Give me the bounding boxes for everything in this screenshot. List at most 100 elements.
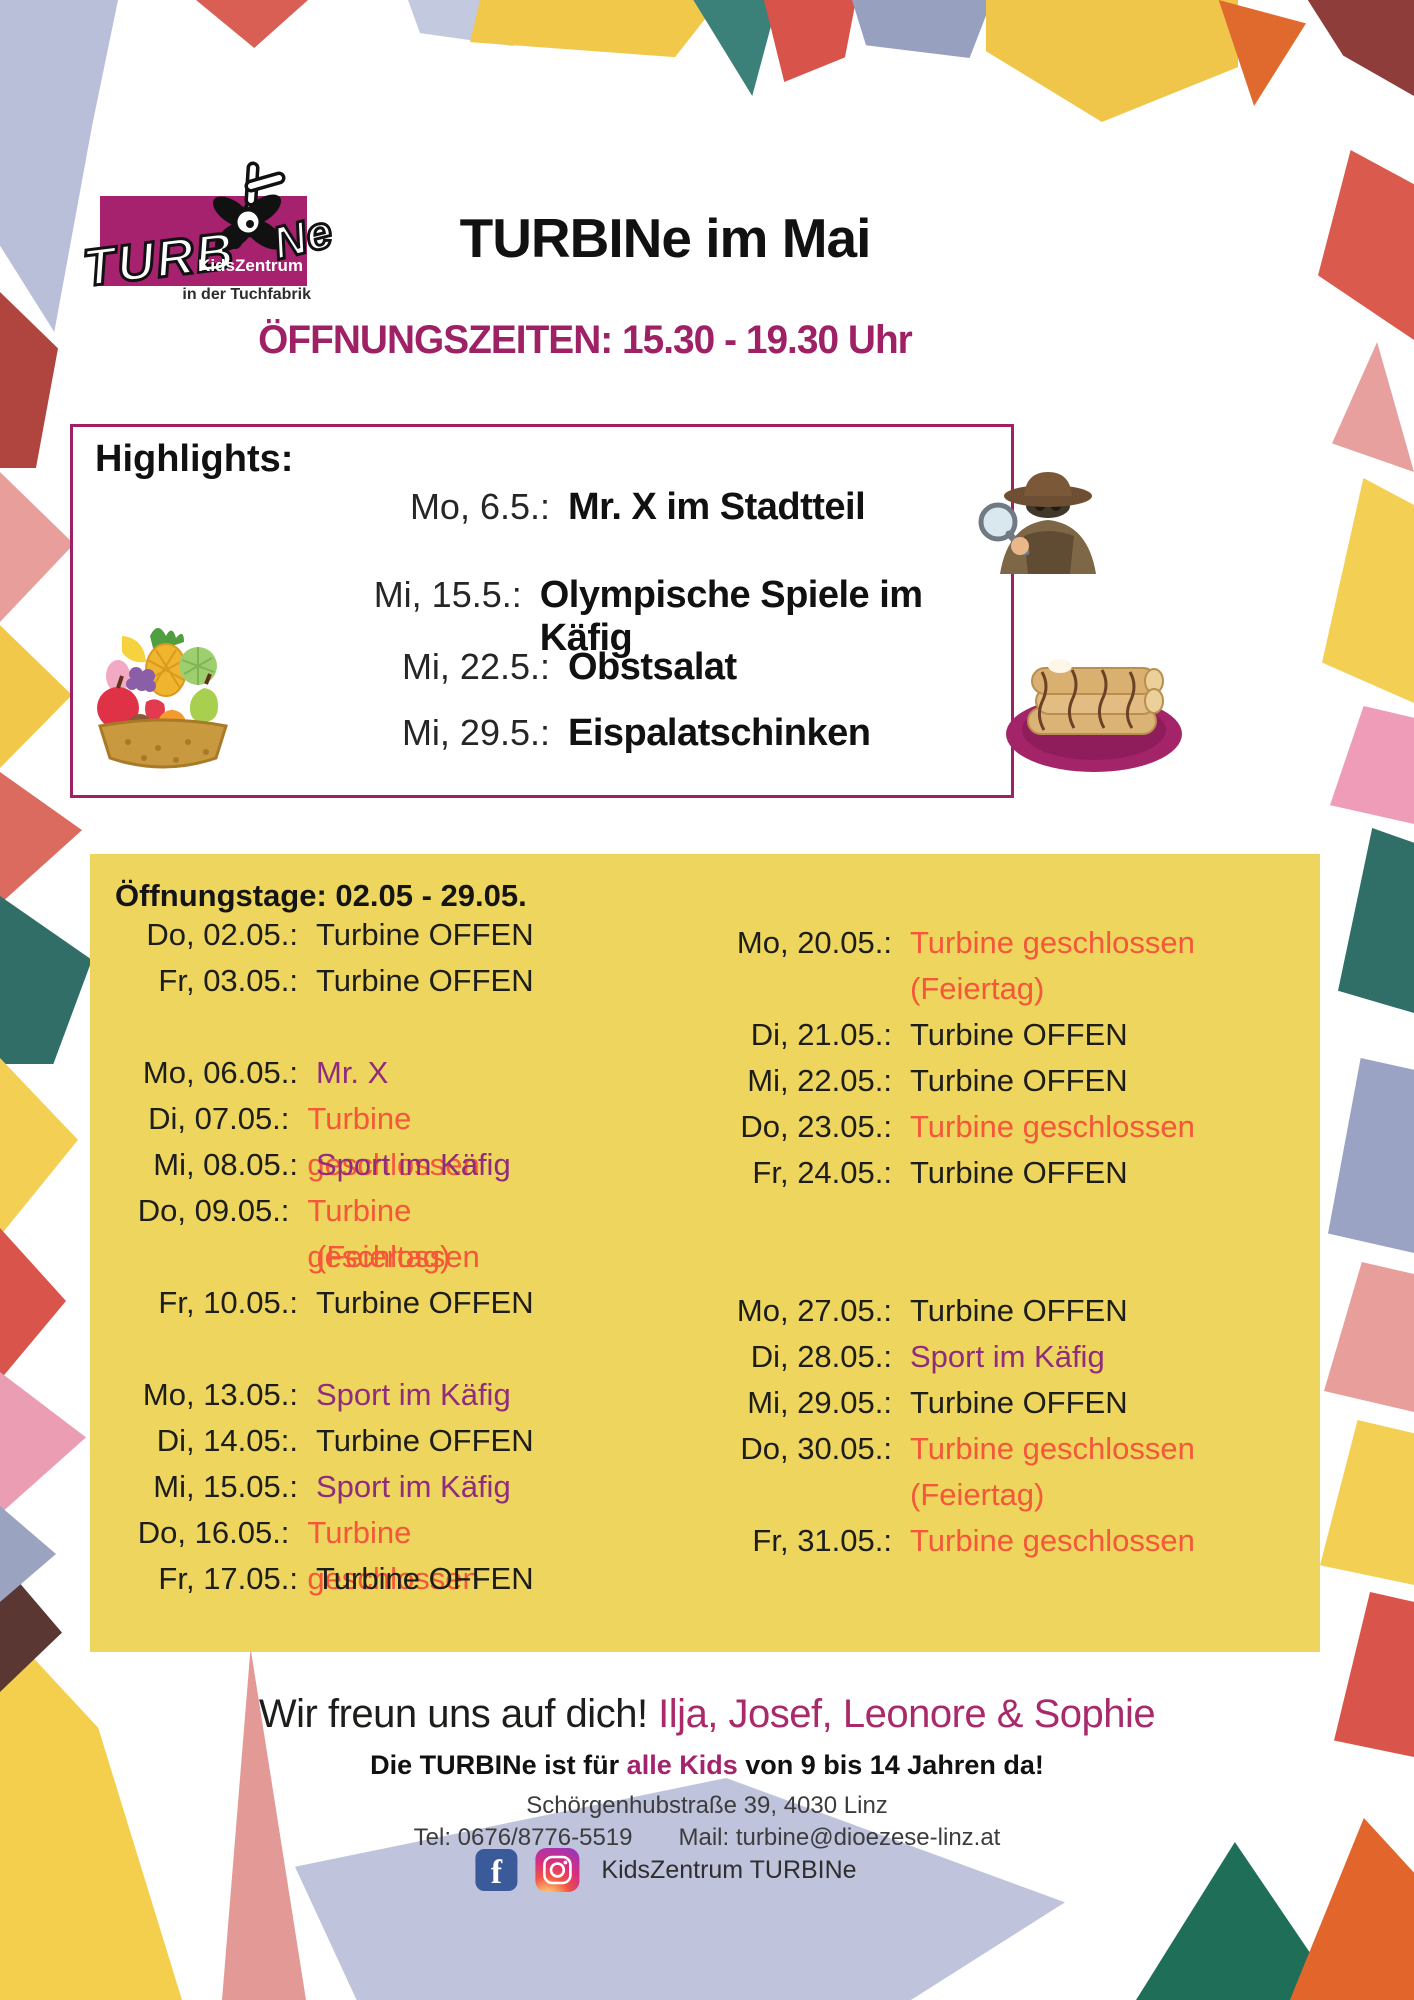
schedule-row: Mo, 27.05.: Turbine OFFEN (600, 1288, 1310, 1334)
schedule-row: Fr, 10.05.: Turbine OFFEN (100, 1280, 580, 1326)
fruit-basket-icon (97, 628, 228, 769)
social-handle: KidsZentrum TURBINe (601, 1855, 857, 1884)
highlight-row: Mo, 6.5.: Mr. X im Stadtteil (95, 486, 995, 552)
schedule-note: (Feiertag) (316, 1239, 451, 1274)
schedule-status: Turbine geschlossen (910, 1523, 1195, 1558)
schedule-column-right: Mo, 20.05.: Turbine geschlossen (Feiertag)… (600, 920, 1310, 1564)
schedule-title: Öffnungstage: 02.05 - 29.05. (115, 878, 527, 913)
schedule-date: Do, 09.05.: (137, 1193, 290, 1228)
schedule-column-left: Do, 02.05.: Turbine OFFEN Fr, 03.05.: Turbi… (100, 912, 580, 1602)
schedule-status: Turbine OFFEN (910, 1063, 1128, 1098)
schedule-status: Turbine OFFEN (316, 1285, 534, 1320)
highlight-row: Mi, 15.5.: Olympische Spiele im Käfig (95, 574, 995, 659)
schedule-row: Di, 07.05.: Turbine geschlossen (100, 1096, 580, 1182)
schedule-row: Mi, 22.05.: Turbine OFFEN (600, 1058, 1310, 1104)
instagram-icon (535, 1848, 580, 1892)
schedule-date: Fr, 31.05.: (752, 1523, 892, 1558)
highlight-date: Mo, 6.5.: (409, 486, 550, 527)
closing-line: Wir freun uns auf dich! Ilja, Josef, Leo… (0, 1692, 1414, 1737)
schedule-row: Fr, 03.05.: Turbine OFFEN (100, 958, 580, 1004)
schedule-status: Turbine geschlossen (307, 1515, 480, 1596)
schedule-status: Turbine OFFEN (910, 1293, 1128, 1328)
schedule-status: Turbine geschlossen (910, 1109, 1195, 1144)
schedule-status: Turbine geschlossen (307, 1193, 480, 1274)
logo-tuchfabrik-label: in der Tuchfabrik (182, 286, 311, 303)
schedule-row: Mo, 13.05.: Sport im Käfig (100, 1372, 580, 1418)
schedule-row: Di, 14.05:. Turbine OFFEN (100, 1418, 580, 1464)
opening-hours: ÖFFNUNGSZEITEN: 15.30 - 19.30 Uhr (258, 318, 913, 362)
schedule-status: Turbine geschlossen (910, 1431, 1195, 1466)
social-row: f KidsZentrum TURBINe (475, 1848, 857, 1892)
schedule-date: Mi, 29.05.: (747, 1385, 892, 1420)
kids-info-pre: Die TURBINe ist für (370, 1750, 627, 1780)
pancakes-icon (1006, 659, 1182, 772)
mail-address: Mail: turbine@dioezese-linz.at (678, 1824, 1001, 1851)
schedule-date: Do, 02.05.: (146, 917, 298, 952)
schedule-row: Di, 21.05.: Turbine OFFEN (600, 1012, 1310, 1058)
highlight-event: Mr. X im Stadtteil (568, 486, 866, 528)
schedule-note: (Feiertag) (910, 1477, 1045, 1512)
schedule-date: Di, 28.05.: (750, 1339, 892, 1374)
highlights-title: Highlights: (95, 438, 294, 480)
schedule-date: Do, 30.05.: (740, 1431, 892, 1466)
highlight-date: Mi, 29.5.: (401, 712, 550, 753)
schedule-date: Fr, 24.05.: (752, 1155, 892, 1190)
schedule-date: Mi, 08.05.: (153, 1147, 298, 1182)
schedule-status: Sport im Käfig (316, 1469, 511, 1504)
schedule-row: Do, 23.05.: Turbine geschlossen (600, 1104, 1310, 1150)
highlights-list: Mo, 6.5.: Mr. X im Stadtteil Mi, 15.5.: Oly… (95, 486, 995, 778)
schedule-gap (600, 1196, 1310, 1288)
schedule-row: Mi, 08.05.: Sport im Käfig (100, 1142, 580, 1188)
highlight-event: Eispalatschinken (568, 712, 871, 754)
closing-text: Wir freun uns auf dich! (258, 1692, 648, 1736)
schedule-status: Turbine geschlossen (307, 1101, 480, 1182)
highlights-box (70, 424, 1014, 798)
schedule-date: Mi, 22.05.: (747, 1063, 892, 1098)
schedule-status: Turbine OFFEN (316, 1561, 534, 1596)
schedule-gap (100, 1004, 580, 1050)
schedule-row: Mo, 20.05.: Turbine geschlossen (600, 920, 1310, 966)
schedule-status: Sport im Käfig (910, 1339, 1105, 1374)
schedule-date: Di, 21.05.: (750, 1017, 892, 1052)
team-names: Ilja, Josef, Leonore & Sophie (647, 1692, 1156, 1736)
schedule-note-row: (Feiertag) (600, 1472, 1310, 1518)
page-title: TURBINe im Mai (459, 207, 872, 269)
instagram-camera-glyph (543, 1855, 572, 1885)
schedule-date: Mo, 27.05.: (736, 1293, 892, 1328)
address-line: Schörgenhubstraße 39, 4030 Linz (526, 1792, 888, 1819)
schedule-date: Fr, 17.05.: (158, 1561, 298, 1596)
schedule-date: Do, 23.05.: (740, 1109, 892, 1144)
schedule-row: Do, 30.05.: Turbine geschlossen (600, 1426, 1310, 1472)
facebook-icon: f (475, 1849, 518, 1891)
schedule-row: Fr, 24.05.: Turbine OFFEN (600, 1150, 1310, 1196)
phone-number: Tel: 0676/8776-5519 (413, 1824, 633, 1851)
highlight-date: Mi, 15.5.: (373, 574, 522, 615)
schedule-note: (Feiertag) (910, 971, 1045, 1006)
schedule-row: Di, 28.05.: Sport im Käfig (600, 1334, 1310, 1380)
highlight-event: Olympische Spiele im Käfig (539, 574, 923, 659)
detective-icon (978, 472, 1096, 574)
highlight-row: Mi, 29.5.: Eispalatschinken (95, 712, 995, 778)
schedule-panel (90, 854, 1320, 1652)
schedule-status: Turbine OFFEN (910, 1155, 1128, 1190)
schedule-status: Turbine geschlossen (910, 925, 1195, 960)
kids-info-highlight: alle Kids (626, 1750, 738, 1780)
schedule-note-row: (Feiertag) (100, 1234, 580, 1280)
schedule-date: Fr, 03.05.: (158, 963, 298, 998)
schedule-date: Do, 16.05.: (137, 1515, 290, 1550)
schedule-row: Mi, 29.05.: Turbine OFFEN (600, 1380, 1310, 1426)
schedule-status: Turbine OFFEN (910, 1017, 1128, 1052)
schedule-gap (100, 1326, 580, 1372)
turbine-logo: TURB Ne KidsZentrum in der Tuchfabrik (79, 138, 339, 303)
schedule-status: Turbine OFFEN (316, 917, 534, 952)
schedule-row: Do, 16.05.: Turbine geschlossen (100, 1510, 580, 1596)
schedule-date: Di, 14.05:. (156, 1423, 298, 1458)
contact-line: Tel: 0676/8776-5519 Mail: turbine@dioezes… (0, 1824, 1414, 1852)
schedule-date: Mi, 15.05.: (153, 1469, 298, 1504)
kids-info-line: Die TURBINe ist für alle Kids von 9 bis … (0, 1750, 1414, 1781)
schedule-status: Mr. X (316, 1055, 389, 1090)
schedule-status: Sport im Käfig (316, 1147, 511, 1182)
schedule-note-row: (Feiertag) (600, 966, 1310, 1012)
kids-info-post: von 9 bis 14 Jahren da! (737, 1750, 1044, 1780)
